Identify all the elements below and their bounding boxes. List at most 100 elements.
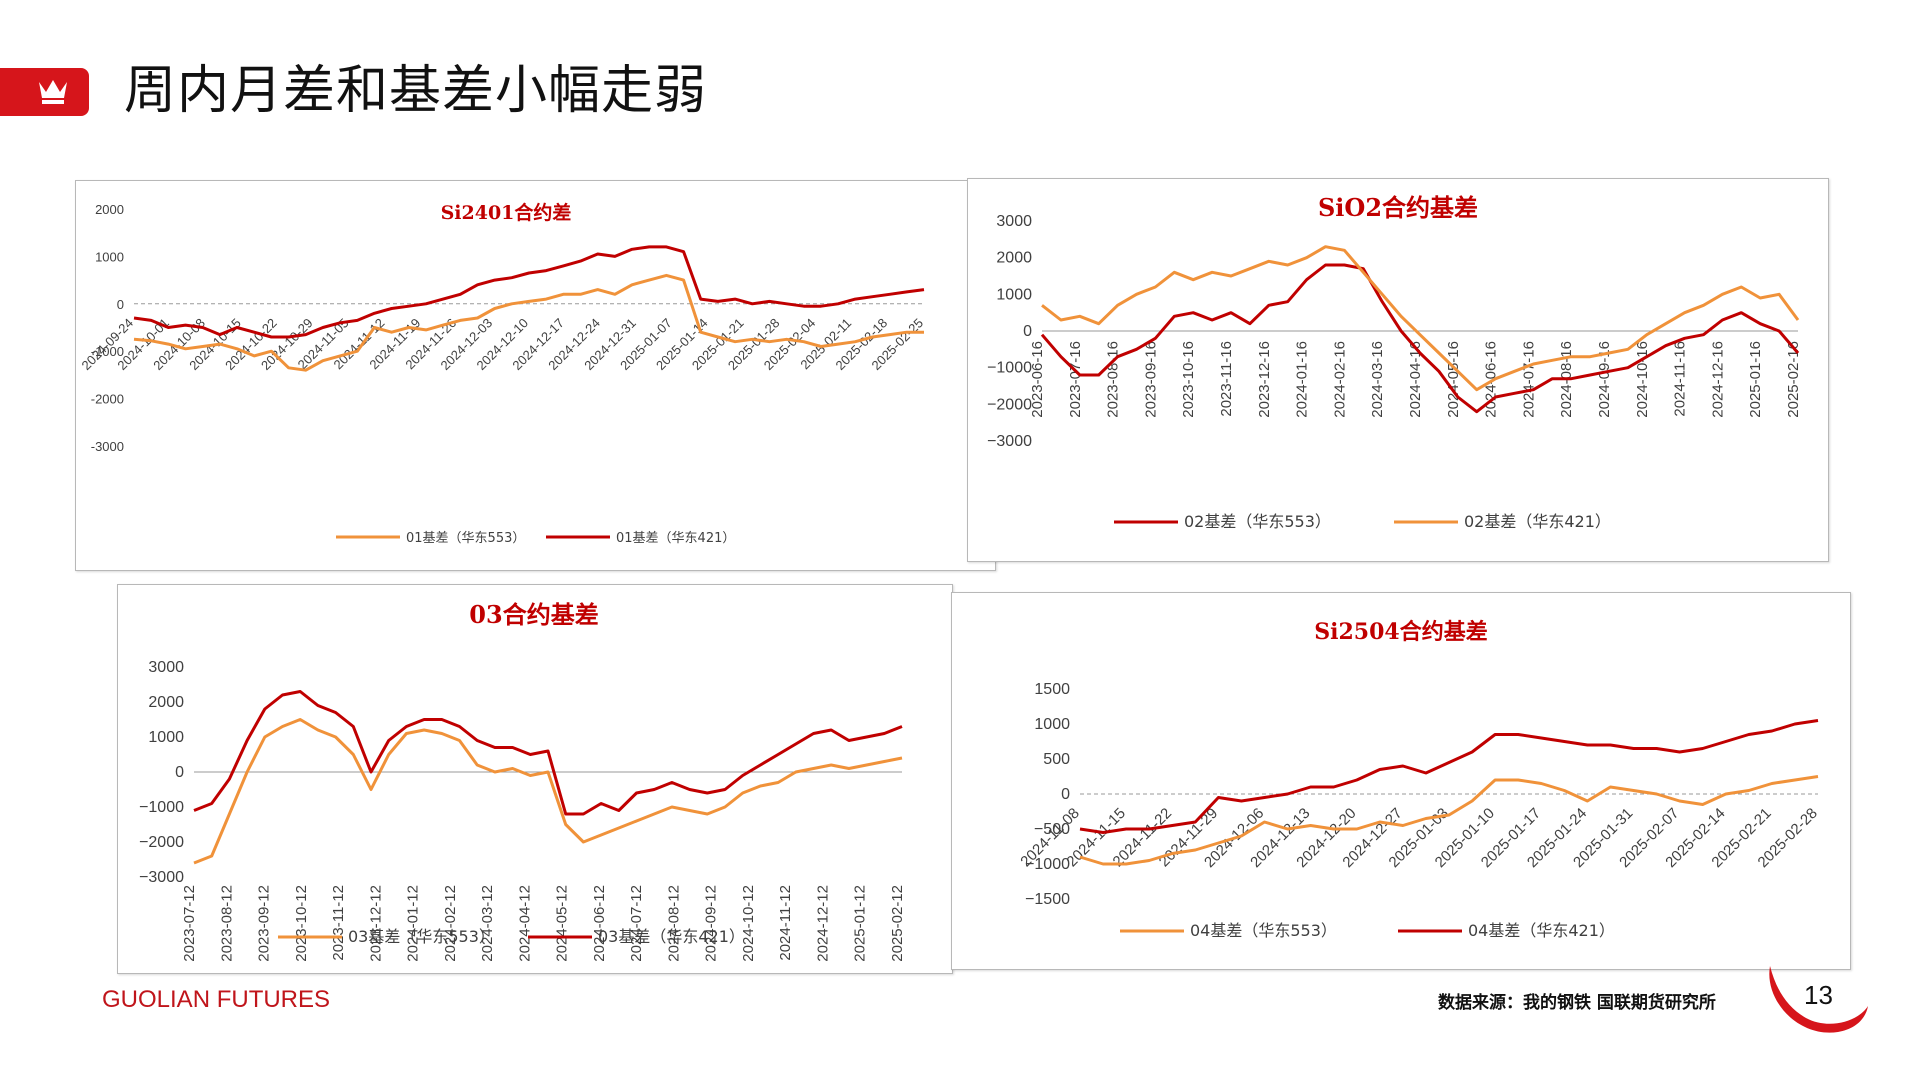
footer-brand-a: GUOLIAN: [102, 986, 211, 1013]
x-tick-label: 2024-11-12: [777, 885, 794, 961]
x-tick-label: 2023-12-16: [1256, 341, 1273, 418]
x-tick-label: 2023-10-16: [1180, 341, 1197, 418]
y-tick-label: 3000: [148, 659, 184, 676]
chart-panel-03: 03合约基差 3000 2000 1000 0 −1000 −2000 −3000 2023-0…: [117, 584, 953, 974]
series-line-2: [1079, 719, 1819, 834]
y-tick-label: 0: [1023, 323, 1032, 340]
y-tick-label: 1500: [1034, 681, 1070, 698]
chart-panel-si2401: Si2401合约差 2000 1000 0 -1000 -2000 -3000 2024-09…: [75, 180, 996, 571]
y-tick-label: -1000: [91, 344, 124, 359]
x-tick-label: 2024-09-16: [1596, 341, 1613, 418]
x-tick-label: 2023-08-12: [218, 885, 235, 962]
page-number: 13: [1804, 980, 1833, 1010]
chart-si2504: Si2504合约基差150010005000−500−1000−15002024…: [1017, 619, 1820, 940]
data-source: 数据来源：我的钢铁 国联期货研究所: [1438, 993, 1716, 1013]
y-tick-label: −2000: [987, 396, 1032, 413]
x-tick-label: 2024-03-16: [1369, 341, 1386, 418]
x-tick-label: 2025-02-16: [1785, 341, 1802, 418]
x-tick-label: 2023-10-12: [293, 885, 310, 962]
chart-panel-si02: SiO2合约基差 3000 2000 1000 0 −1000 −2000 −3000 2023…: [967, 178, 1829, 562]
title-badge: [0, 68, 89, 116]
x-tick-label: 2025-01-12: [852, 885, 869, 962]
y-tick-label: 2000: [996, 250, 1032, 267]
x-tick-label: 2024-12-16: [1709, 341, 1726, 418]
y-tick-label: −1000: [987, 360, 1032, 377]
x-tick-label: 2024-03-12: [479, 885, 496, 962]
chart-title: Si2401合约差: [441, 201, 572, 224]
x-tick-label: 2023-08-16: [1105, 341, 1122, 418]
x-tick-label: 2024-09-12: [703, 885, 720, 962]
y-tick-label: 1000: [148, 729, 184, 746]
chart-title: SiO2合约基差: [1318, 193, 1478, 222]
chart-03: 03合约基差3000200010000−1000−2000−30002023-0…: [139, 600, 906, 962]
x-tick-label: 2025-01-16: [1747, 341, 1764, 418]
x-tick-label: 2023-09-16: [1142, 341, 1159, 418]
x-tick-label: 2024-11-16: [1672, 341, 1689, 417]
chart-si2401: Si2401合约差200010000-1000-2000-30002024-09…: [78, 201, 926, 546]
x-tick-label: 2023-11-12: [330, 885, 347, 961]
y-tick-label: 1000: [996, 286, 1032, 303]
x-tick-label: 2024-01-16: [1294, 341, 1311, 418]
y-tick-label: −1000: [1025, 856, 1070, 873]
crown-icon: [39, 80, 67, 104]
page-title: 周内月差和基差小幅走弱: [124, 61, 708, 121]
page-number-arc: [1769, 966, 1868, 1033]
chart-panel-si2504: Si2504合约基差 1500 1000 500 0 −500 −1000 −1500 2024…: [951, 592, 1851, 970]
y-tick-label: 0: [117, 297, 124, 312]
legend-label: 03基差（华东421）: [598, 927, 745, 946]
y-tick-label: 1000: [95, 249, 124, 264]
y-tick-label: 500: [1043, 751, 1070, 768]
x-tick-label: 2024-06-12: [591, 885, 608, 962]
x-tick-label: 2023-06-16: [1029, 341, 1046, 418]
x-tick-label: 2024-07-12: [628, 885, 645, 962]
x-tick-label: 2024-01-12: [405, 885, 422, 962]
series-line-2: [193, 690, 903, 816]
legend-label: 04基差（华东421）: [1468, 921, 1615, 940]
x-tick-label: 2024-04-16: [1407, 341, 1424, 418]
x-tick-label: 2025-02-12: [889, 885, 906, 962]
x-tick-label: 2024-10-12: [740, 885, 757, 962]
y-tick-label: 2000: [95, 202, 124, 217]
x-tick-label: 2024-08-12: [665, 885, 682, 962]
legend-label: 02基差（华东421）: [1464, 512, 1611, 531]
legend-label: 01基差（华东421）: [616, 531, 735, 546]
series-line-2: [133, 245, 925, 339]
y-tick-label: −3000: [987, 433, 1032, 450]
series-line-1: [1079, 775, 1819, 866]
y-tick-label: 3000: [996, 213, 1032, 230]
legend-label: 01基差（华东553）: [406, 531, 525, 546]
x-tick-label: 2024-02-16: [1331, 341, 1348, 418]
legend-label: 03基差（华东553）: [348, 927, 495, 946]
legend-label: 04基差（华东553）: [1190, 921, 1337, 940]
y-tick-label: −3000: [139, 869, 184, 886]
x-tick-label: 2024-02-12: [442, 885, 459, 962]
y-tick-label: −1500: [1025, 891, 1070, 908]
y-tick-label: 0: [1061, 786, 1070, 803]
y-tick-label: -3000: [91, 439, 124, 454]
y-tick-label: 2000: [148, 694, 184, 711]
legend-label: 02基差（华东553）: [1184, 512, 1331, 531]
x-tick-label: 2023-07-16: [1067, 341, 1084, 418]
x-tick-label: 2024-12-12: [814, 885, 831, 962]
chart-title: Si2504合约基差: [1314, 619, 1487, 645]
x-tick-label: 2023-12-12: [367, 885, 384, 962]
x-tick-label: 2024-07-16: [1520, 341, 1537, 418]
series-line-1: [1040, 263, 1800, 414]
y-tick-label: -2000: [91, 392, 124, 407]
footer-brand: GUOLIAN FUTURES: [102, 986, 330, 1014]
y-tick-label: −1000: [139, 799, 184, 816]
chart-title: 03合约基差: [469, 600, 598, 629]
x-tick-label: 2023-11-16: [1218, 341, 1235, 417]
series-line-1: [133, 273, 924, 372]
series-line-2: [1041, 245, 1800, 392]
x-tick-label: 2024-04-12: [516, 885, 533, 962]
series-line-1: [193, 718, 903, 865]
x-tick-label: 2024-05-16: [1445, 341, 1462, 418]
x-tick-label: 2023-07-12: [181, 885, 198, 962]
x-tick-label: 2024-05-12: [554, 885, 571, 962]
chart-si02: SiO2合约基差 3000 2000 1000 0 −1000 −2000 −3000 2023…: [987, 193, 1802, 531]
y-tick-label: 1000: [1034, 716, 1070, 733]
y-tick-label: 0: [175, 764, 184, 781]
y-tick-label: −500: [1034, 821, 1070, 838]
y-tick-label: −2000: [139, 834, 184, 851]
